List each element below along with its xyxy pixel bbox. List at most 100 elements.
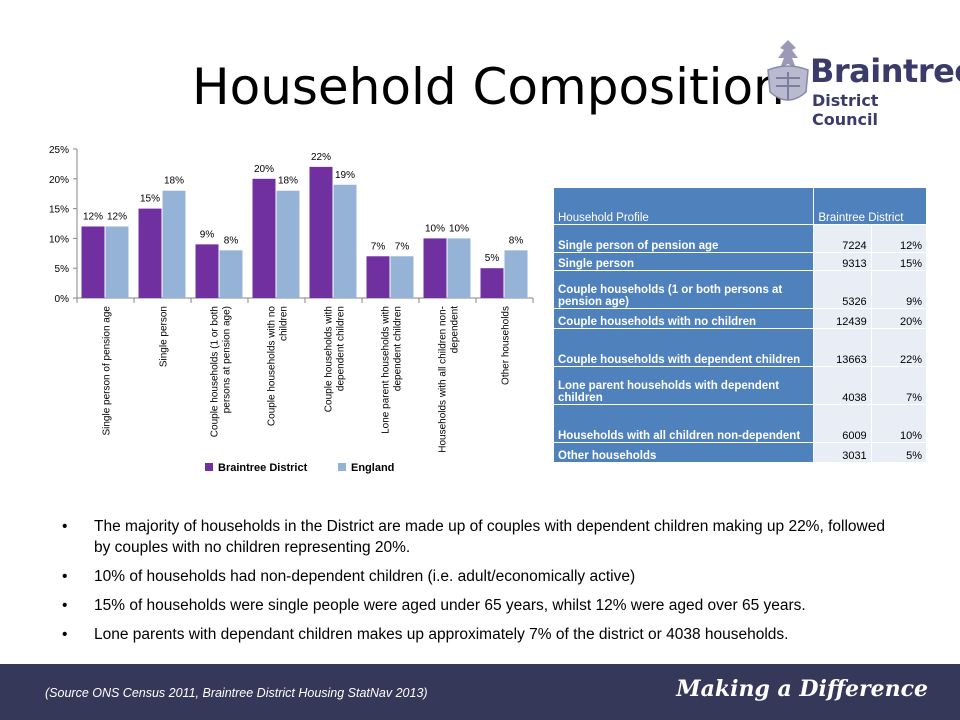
- legend-label: England: [351, 462, 394, 474]
- bar: [366, 256, 390, 298]
- bar-value-label: 10%: [449, 223, 469, 234]
- bar-value-label: 5%: [485, 253, 500, 264]
- table-row: Couple households with no children 12439 2…: [552, 308, 928, 329]
- x-category-label: Single person of pension age: [102, 306, 113, 436]
- bullet-list: The majority of households in the Distri…: [62, 516, 892, 653]
- row-name: Single person of pension age: [552, 224, 815, 253]
- council-logo: Braintree District Council: [758, 34, 960, 129]
- x-category-label: Other households: [501, 306, 512, 385]
- table-header-district: Braintree District: [813, 187, 927, 225]
- bullet-item: 10% of households had non-dependent chil…: [62, 566, 892, 587]
- bar-value-label: 7%: [395, 241, 410, 252]
- row-count: 13663: [813, 328, 872, 367]
- row-count: 6009: [813, 404, 872, 443]
- table-row: Other households 3031 5%: [552, 442, 928, 463]
- row-percent: 7%: [870, 366, 928, 405]
- bar: [423, 238, 447, 298]
- logo-subtitle: District Council: [812, 91, 879, 129]
- chart-svg: 0% 5% 10% 15% 20% 25% 12% 15% 9% 20% 22% 7% 10% 5% 12%…: [49, 145, 534, 474]
- row-percent: 20%: [870, 308, 928, 329]
- x-category-label: Couple households (1 or both: [210, 306, 221, 437]
- row-count: 7224: [813, 224, 872, 253]
- row-count: 3031: [813, 442, 872, 463]
- bar: [447, 238, 471, 298]
- table-row: Lone parent households with dependent ch…: [552, 366, 928, 405]
- x-category-label: Couple households with: [324, 306, 335, 412]
- row-count: 12439: [813, 308, 872, 329]
- tagline: Making a Difference: [676, 676, 928, 702]
- row-percent: 22%: [870, 328, 928, 367]
- bullet-item: The majority of households in the Distri…: [62, 516, 892, 558]
- bar-value-label: 15%: [140, 194, 160, 205]
- table-row: Single person of pension age 7224 12%: [552, 224, 928, 253]
- bar-value-label: 19%: [335, 170, 355, 181]
- logo-name: Braintree: [810, 52, 960, 90]
- row-name: Single person: [552, 252, 815, 271]
- table-row: Couple households (1 or both persons at …: [552, 270, 928, 309]
- y-tick-label: 20%: [49, 175, 69, 186]
- row-percent: 15%: [870, 252, 928, 271]
- row-percent: 10%: [870, 404, 928, 443]
- y-tick-label: 5%: [55, 264, 70, 275]
- bar-value-label: 18%: [164, 176, 184, 187]
- bar-value-label: 20%: [254, 164, 274, 175]
- bar: [333, 184, 357, 298]
- slide-title: Household Composition: [192, 58, 785, 116]
- crest-icon: [767, 40, 809, 101]
- bar: [309, 166, 333, 298]
- footer-bar: (Source ONS Census 2011, Braintree Distr…: [0, 664, 960, 720]
- x-category-label: dependent children: [336, 306, 347, 391]
- x-category-label: persons at pension age): [222, 306, 233, 413]
- y-tick-label: 10%: [49, 234, 69, 245]
- row-percent: 9%: [870, 270, 928, 309]
- bar: [162, 190, 186, 298]
- bar-chart: 0% 5% 10% 15% 20% 25% 12% 15% 9% 20% 22% 7% 10% 5% 12%…: [30, 138, 540, 493]
- bar: [219, 250, 243, 298]
- row-name: Couple households with dependent childre…: [552, 328, 815, 367]
- row-name: Other households: [552, 442, 815, 463]
- bar: [81, 226, 105, 298]
- household-table: Household Profile Braintree District Sin…: [552, 187, 928, 463]
- bar-value-label: 12%: [107, 211, 127, 222]
- bar-value-label: 8%: [224, 235, 239, 246]
- y-tick-label: 25%: [49, 145, 69, 156]
- row-count: 9313: [813, 252, 872, 271]
- y-tick-label: 0%: [55, 294, 70, 305]
- bar-value-label: 8%: [509, 235, 524, 246]
- bar: [195, 244, 219, 298]
- row-name: Households with all children non-depende…: [552, 404, 815, 443]
- bar-value-label: 22%: [311, 152, 331, 163]
- bar: [276, 190, 300, 298]
- row-count: 5326: [813, 270, 872, 309]
- legend-label: Braintree District: [218, 462, 308, 474]
- table-row: Households with all children non-depende…: [552, 404, 928, 443]
- row-percent: 5%: [870, 442, 928, 463]
- legend-swatch: [205, 463, 213, 471]
- bar: [480, 268, 504, 298]
- x-category-label: dependent: [450, 306, 461, 353]
- bar: [390, 256, 414, 298]
- y-tick-label: 15%: [49, 205, 69, 216]
- row-name: Couple households (1 or both persons at …: [552, 270, 815, 309]
- table-row: Single person 9313 15%: [552, 252, 928, 271]
- x-category-label: Households with all children non-: [438, 306, 449, 453]
- row-name: Lone parent households with dependent ch…: [552, 366, 815, 405]
- row-name: Couple households with no children: [552, 308, 815, 329]
- bar-value-label: 18%: [278, 176, 298, 187]
- x-category-label: Couple households with no: [267, 306, 278, 427]
- table-header-profile: Household Profile: [552, 187, 815, 225]
- bar: [252, 178, 276, 298]
- bar-value-label: 9%: [200, 229, 215, 240]
- x-category-label: Lone parent households with: [381, 306, 392, 434]
- bar: [105, 226, 129, 298]
- x-category-label: children: [279, 306, 290, 341]
- table-header-row: Household Profile Braintree District: [552, 187, 927, 225]
- bar: [138, 208, 162, 298]
- source-note: (Source ONS Census 2011, Braintree Distr…: [45, 686, 428, 700]
- x-category-label: Single person: [159, 306, 170, 367]
- bullet-item: 15% of households were single people wer…: [62, 595, 892, 616]
- x-category-label: dependent children: [393, 306, 404, 391]
- bullet-item: Lone parents with dependant children mak…: [62, 624, 892, 645]
- bar-value-label: 10%: [425, 223, 445, 234]
- bar: [504, 250, 528, 298]
